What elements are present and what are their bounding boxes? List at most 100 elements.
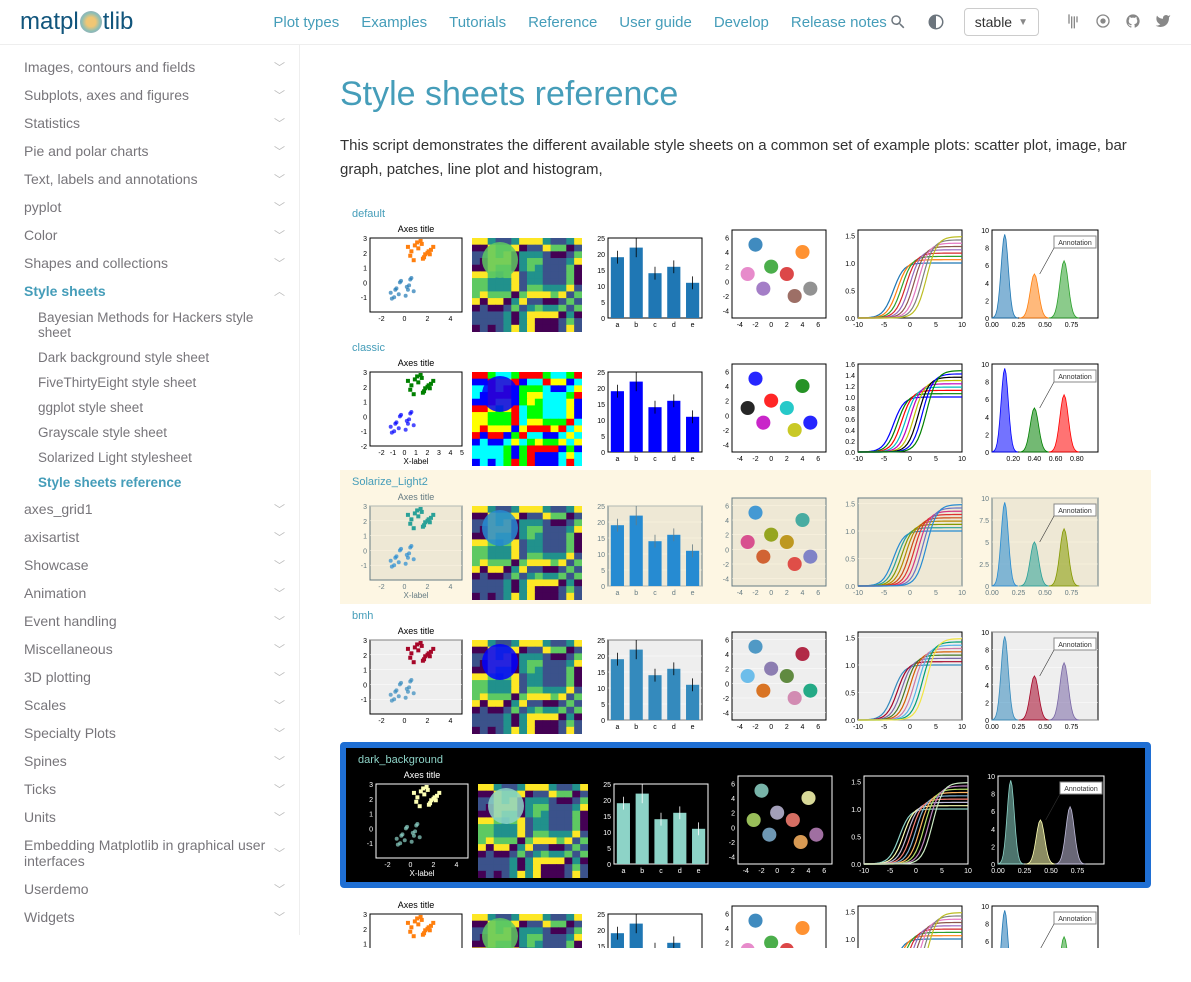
svg-text:6: 6 bbox=[725, 911, 729, 918]
svg-text:10: 10 bbox=[958, 724, 966, 731]
scatter-plot: Axes title-10123-2024X-label bbox=[348, 490, 466, 600]
nav-link-release-notes[interactable]: Release notes bbox=[791, 14, 887, 31]
svg-text:2: 2 bbox=[363, 927, 367, 934]
nav-link-examples[interactable]: Examples bbox=[361, 14, 427, 31]
sidebar-item-specialty-plots[interactable]: Specialty Plots﹀ bbox=[20, 719, 289, 747]
svg-text:1: 1 bbox=[363, 942, 367, 948]
theme-toggle-icon[interactable] bbox=[926, 12, 946, 32]
sidebar-item-miscellaneous[interactable]: Miscellaneous﹀ bbox=[20, 635, 289, 663]
svg-text:-1: -1 bbox=[361, 429, 367, 436]
sidebar-item-3d-plotting[interactable]: 3D plotting﹀ bbox=[20, 663, 289, 691]
svg-text:-1: -1 bbox=[361, 563, 367, 570]
sidebar-item-showcase[interactable]: Showcase﹀ bbox=[20, 551, 289, 579]
svg-text:0: 0 bbox=[363, 548, 367, 555]
style-row-classic[interactable]: classicAxes title-2-10123-2-1012345X-lab… bbox=[340, 336, 1151, 470]
image-plot bbox=[472, 624, 582, 734]
sidebar-subitem-solarized-light-stylesheet[interactable]: Solarized Light stylesheet bbox=[34, 445, 289, 470]
svg-text:8: 8 bbox=[985, 246, 989, 253]
sidebar-item-shapes-and-collections[interactable]: Shapes and collections﹀ bbox=[20, 249, 289, 277]
sidebar-item-color[interactable]: Color﹀ bbox=[20, 221, 289, 249]
histogram: 02468100.000.250.500.75Annotation bbox=[972, 222, 1102, 332]
sidebar-item-event-handling[interactable]: Event handling﹀ bbox=[20, 607, 289, 635]
sidebar-subitem-bayesian-methods-for-hackers-style-sheet[interactable]: Bayesian Methods for Hackers style sheet bbox=[34, 305, 289, 345]
sidebar-item-subplots-axes-and-figures[interactable]: Subplots, axes and figures﹀ bbox=[20, 81, 289, 109]
github-icon[interactable] bbox=[1125, 13, 1141, 32]
logo-icon bbox=[80, 11, 102, 33]
sidebar-item-spines[interactable]: Spines﹀ bbox=[20, 747, 289, 775]
nav-link-plot-types[interactable]: Plot types bbox=[273, 14, 339, 31]
sidebar-item-userdemo[interactable]: Userdemo﹀ bbox=[20, 875, 289, 903]
sidebar-item-pie-and-polar-charts[interactable]: Pie and polar charts﹀ bbox=[20, 137, 289, 165]
sidebar-subitem-style-sheets-reference[interactable]: Style sheets reference bbox=[34, 470, 289, 495]
sidebar-subitem-grayscale-style-sheet[interactable]: Grayscale style sheet bbox=[34, 420, 289, 445]
sidebar-item-units[interactable]: Units﹀ bbox=[20, 803, 289, 831]
style-row-partial[interactable]: Axes title-10123-20240510152025abcde-4-2… bbox=[340, 892, 1151, 952]
svg-text:0.50: 0.50 bbox=[1044, 868, 1058, 875]
gitter-icon[interactable] bbox=[1065, 13, 1081, 32]
svg-text:1: 1 bbox=[363, 400, 367, 407]
nav-link-tutorials[interactable]: Tutorials bbox=[449, 14, 506, 31]
style-row-bmh[interactable]: bmhAxes title-10123-20240510152025abcde-… bbox=[340, 604, 1151, 738]
svg-text:0: 0 bbox=[731, 825, 735, 832]
svg-text:4: 4 bbox=[725, 384, 729, 391]
nav-link-user-guide[interactable]: User guide bbox=[619, 14, 692, 31]
sidebar-item-pyplot[interactable]: pyplot﹀ bbox=[20, 193, 289, 221]
chevron-down-icon: ﹀ bbox=[274, 115, 285, 131]
image-plot bbox=[472, 898, 582, 948]
sidebar-item-style-sheets[interactable]: Style sheets︿ bbox=[20, 277, 289, 305]
sidebar-subitem-fivethirtyeight-style-sheet[interactable]: FiveThirtyEight style sheet bbox=[34, 370, 289, 395]
svg-text:X-label: X-label bbox=[404, 457, 429, 466]
svg-text:10: 10 bbox=[597, 284, 605, 291]
sidebar-item-label: Style sheets reference bbox=[38, 475, 181, 490]
svg-text:0.25: 0.25 bbox=[1012, 724, 1026, 731]
svg-text:0: 0 bbox=[769, 456, 773, 463]
svg-text:6: 6 bbox=[725, 637, 729, 644]
svg-text:10: 10 bbox=[981, 904, 989, 911]
svg-text:10: 10 bbox=[958, 590, 966, 597]
version-selector[interactable]: stable ▼ bbox=[964, 8, 1039, 36]
svg-text:1: 1 bbox=[369, 812, 373, 819]
sidebar-item-label: Subplots, axes and figures bbox=[24, 87, 189, 103]
svg-text:1.0: 1.0 bbox=[851, 807, 861, 814]
svg-text:0.25: 0.25 bbox=[1018, 868, 1032, 875]
sidebar-subitem-dark-background-style-sheet[interactable]: Dark background style sheet bbox=[34, 345, 289, 370]
svg-text:0: 0 bbox=[601, 718, 605, 725]
svg-text:e: e bbox=[691, 724, 695, 731]
search-icon[interactable] bbox=[888, 12, 908, 32]
sidebar-item-axes-grid1[interactable]: axes_grid1﹀ bbox=[20, 495, 289, 523]
style-row-default[interactable]: defaultAxes title-10123-20240510152025ab… bbox=[340, 202, 1151, 336]
svg-text:0.50: 0.50 bbox=[1038, 590, 1052, 597]
sidebar-item-ticks[interactable]: Ticks﹀ bbox=[20, 775, 289, 803]
style-row-Solarize_Light2[interactable]: Solarize_Light2Axes title-10123-2024X-la… bbox=[340, 470, 1151, 604]
sidebar-item-axisartist[interactable]: axisartist﹀ bbox=[20, 523, 289, 551]
sidebar-subitem-ggplot-style-sheet[interactable]: ggplot style sheet bbox=[34, 395, 289, 420]
sidebar-item-animation[interactable]: Animation﹀ bbox=[20, 579, 289, 607]
svg-text:0.00: 0.00 bbox=[985, 724, 999, 731]
svg-text:0: 0 bbox=[908, 322, 912, 329]
sidebar-item-widgets[interactable]: Widgets﹀ bbox=[20, 903, 289, 931]
svg-text:5: 5 bbox=[934, 724, 938, 731]
svg-text:4: 4 bbox=[725, 518, 729, 525]
chevron-down-icon: ▼ bbox=[1018, 17, 1028, 28]
sidebar-item-text-labels-and-annotations[interactable]: Text, labels and annotations﹀ bbox=[20, 165, 289, 193]
svg-text:0: 0 bbox=[908, 456, 912, 463]
sidebar-item-statistics[interactable]: Statistics﹀ bbox=[20, 109, 289, 137]
nav-link-reference[interactable]: Reference bbox=[528, 14, 597, 31]
svg-text:2: 2 bbox=[791, 868, 795, 875]
sidebar-item-scales[interactable]: Scales﹀ bbox=[20, 691, 289, 719]
style-name-label: Solarize_Light2 bbox=[352, 476, 1143, 488]
svg-text:10: 10 bbox=[964, 868, 972, 875]
logo[interactable]: matpltlib bbox=[20, 8, 133, 36]
style-row-dark_background[interactable]: dark_backgroundAxes title-10123-2024X-la… bbox=[340, 742, 1151, 888]
discourse-icon[interactable] bbox=[1095, 13, 1111, 32]
nav-link-develop[interactable]: Develop bbox=[714, 14, 769, 31]
svg-text:-2: -2 bbox=[723, 562, 729, 569]
chevron-down-icon: ﹀ bbox=[274, 501, 285, 517]
svg-text:4: 4 bbox=[449, 316, 453, 323]
svg-text:0: 0 bbox=[914, 868, 918, 875]
sidebar-item-label: Showcase bbox=[24, 557, 89, 573]
sidebar-item-embedding-matplotlib-in-graphical-user-interfaces[interactable]: Embedding Matplotlib in graphical user i… bbox=[20, 831, 289, 875]
twitter-icon[interactable] bbox=[1155, 13, 1171, 32]
sidebar-item-images-contours-and-fields[interactable]: Images, contours and fields﹀ bbox=[20, 53, 289, 81]
svg-text:-4: -4 bbox=[723, 577, 729, 584]
